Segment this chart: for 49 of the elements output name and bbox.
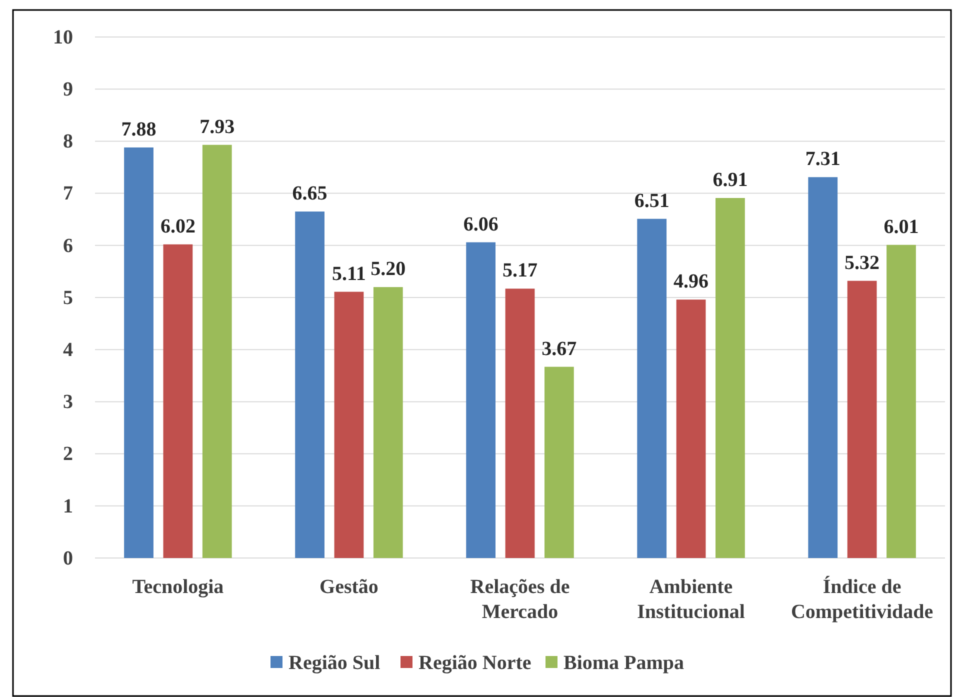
- bar: [505, 288, 535, 558]
- text: 5.11: [332, 262, 366, 285]
- text: 6.06: [463, 213, 498, 236]
- bar: [202, 144, 232, 558]
- bar: [373, 287, 403, 558]
- bar: [808, 177, 838, 558]
- text: 7.31: [805, 148, 840, 170]
- bar: [124, 147, 154, 558]
- y-tick-label: 5: [63, 286, 73, 309]
- text: 4.96: [674, 270, 709, 293]
- bar: [295, 212, 324, 558]
- y-tick-label: 9: [63, 78, 73, 100]
- bar: [334, 292, 364, 558]
- text: 6.02: [160, 215, 196, 238]
- legend-label: Região Norte: [418, 652, 532, 674]
- legend-label: Região Sul: [288, 652, 381, 674]
- text: 6.01: [884, 216, 919, 238]
- x-tick-label: Índice de Competitividade: [790, 575, 934, 623]
- y-tick-label: 3: [63, 391, 73, 414]
- y-tick-label: 6: [63, 234, 73, 257]
- bar: [886, 244, 916, 558]
- y-tick-label: 10: [53, 26, 73, 48]
- bar: [716, 198, 745, 558]
- bar: [847, 280, 877, 558]
- y-tick-label: 0: [63, 547, 73, 570]
- text: 5.17: [502, 260, 538, 282]
- x-tick-label: Tecnologia: [132, 576, 224, 598]
- y-tick-label: 2: [63, 443, 73, 466]
- bar: [466, 242, 496, 558]
- x-tick-label: Gestão: [320, 576, 378, 598]
- text: 6.51: [634, 190, 670, 212]
- y-tick-label: 4: [63, 339, 73, 361]
- text: 3.67: [542, 338, 577, 360]
- y-tick-label: 7: [63, 182, 73, 205]
- bar: [637, 218, 667, 558]
- bar: [163, 244, 193, 558]
- text: 6.91: [712, 168, 748, 191]
- x-tick-label: Ambiente Institucional: [637, 576, 746, 623]
- legend-label: Bioma Pampa: [564, 652, 684, 674]
- y-tick-label: 1: [63, 495, 73, 518]
- bar: [544, 366, 574, 558]
- text: 5.32: [844, 252, 880, 274]
- text: 7.88: [121, 118, 156, 140]
- x-tick-label: Relações de Mercado: [470, 576, 570, 623]
- text: 5.20: [370, 258, 406, 280]
- text: 7.93: [200, 116, 235, 138]
- bar: [676, 300, 706, 558]
- y-tick-label: 8: [63, 130, 73, 153]
- text: 6.65: [292, 182, 328, 205]
